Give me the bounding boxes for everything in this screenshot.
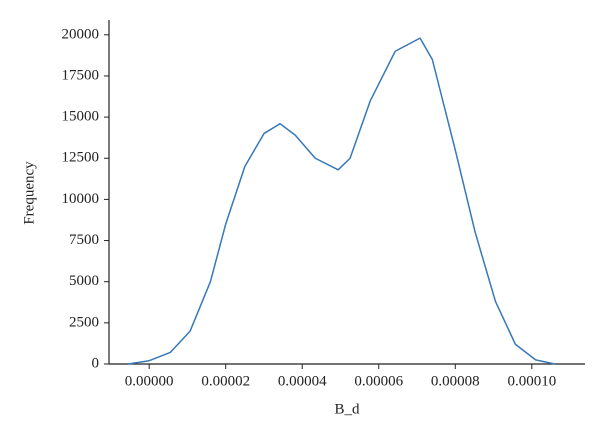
x-tick-label: 0.00002 (201, 373, 250, 389)
y-tick-label: 0 (92, 355, 100, 371)
x-tick-label: 0.00004 (278, 373, 327, 389)
y-tick-label: 15000 (62, 109, 100, 125)
y-axis-label: Frequency (21, 161, 37, 225)
x-tick-label: 0.00006 (354, 373, 403, 389)
line (128, 37, 555, 365)
y-tick-label: 5000 (69, 273, 99, 289)
x-axis-label: B_d (334, 401, 360, 417)
x-tick-label: 0.00000 (125, 373, 174, 389)
x-tick-label: 0.00010 (507, 373, 556, 389)
y-tick-label: 7500 (69, 232, 99, 248)
y-tick-label: 10000 (62, 191, 100, 207)
y-tick-label: 12500 (62, 150, 100, 166)
x-tick-label: 0.00008 (431, 373, 480, 389)
y-tick-label: 20000 (62, 26, 100, 42)
y-tick-label: 2500 (69, 314, 99, 330)
y-tick-label: 17500 (62, 67, 100, 83)
